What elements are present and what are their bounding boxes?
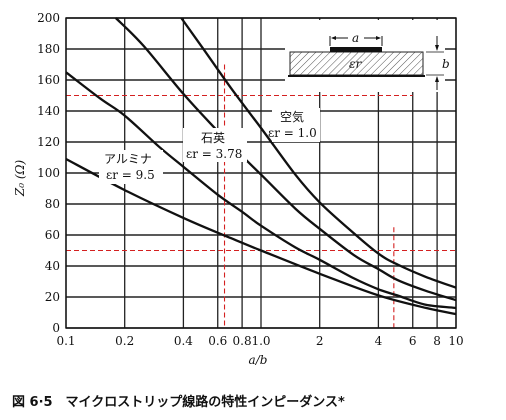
y-tick-label-20: 20 — [45, 290, 60, 304]
figure-caption: 図 6·5 マイクロストリップ線路の特性インピーダンス* — [12, 394, 345, 410]
inset-er-label: εr — [349, 57, 362, 71]
microstrip-inset: εr a b — [285, 20, 450, 92]
inset-dimension-b: b — [442, 57, 450, 71]
strip-conductor — [330, 47, 382, 52]
label-alumina: アルミナ εr = 9.5 — [99, 150, 163, 184]
axes — [65, 17, 457, 329]
y-tick-label-140: 140 — [37, 104, 60, 118]
label-alumina-er: εr = 9.5 — [106, 168, 155, 182]
curve-quartz — [114, 17, 457, 302]
y-tick-label-200: 200 — [37, 11, 60, 25]
x-tick-label-3: 0.6 — [208, 334, 227, 348]
x-tick-label-0: 0.1 — [56, 334, 75, 348]
x-tick-label-4: 0.8 — [233, 334, 252, 348]
x-axis-label: a/b — [249, 353, 268, 367]
x-tick-label-5: 1.0 — [251, 334, 270, 348]
label-air-material: 空気 — [280, 109, 304, 124]
y-tick-label-40: 40 — [45, 259, 60, 273]
y-tick-label-60: 60 — [45, 228, 60, 242]
y-tick-label-160: 160 — [37, 73, 60, 87]
label-air: 空気 εr = 1.0 — [268, 108, 320, 142]
x-tick-label-6: 2 — [316, 334, 324, 348]
x-tick-label-2: 0.4 — [174, 334, 193, 348]
y-tick-label-0: 0 — [52, 321, 60, 335]
label-alumina-material: アルミナ — [104, 152, 152, 166]
label-quartz-material: 石英 — [201, 131, 225, 145]
label-air-er: εr = 1.0 — [268, 126, 317, 140]
curve-air — [180, 17, 457, 289]
x-tick-label-1: 0.2 — [115, 334, 134, 348]
x-tick-label-8: 6 — [409, 334, 417, 348]
y-tick-label-180: 180 — [37, 42, 60, 56]
x-tick-label-10: 10 — [448, 334, 463, 348]
label-quartz-er: εr = 3.78 — [186, 147, 242, 161]
label-quartz: 石英 εr = 3.78 — [183, 128, 247, 162]
y-tick-label-120: 120 — [37, 135, 60, 149]
tick-labels: 0 20 40 60 80 100 120 140 160 180 200 0.1 0.2 0.4 0.6 0… — [37, 11, 464, 348]
impedance-curves — [65, 17, 457, 316]
y-tick-label-100: 100 — [37, 166, 60, 180]
curve-lower — [65, 157, 457, 316]
x-tick-label-7: 4 — [375, 334, 383, 348]
curve-alumina — [65, 71, 457, 310]
plot-frame — [65, 17, 457, 329]
inset-dimension-a: a — [352, 31, 359, 45]
y-axis-label: Z₀ (Ω) — [13, 160, 27, 198]
y-tick-label-80: 80 — [45, 197, 60, 211]
x-tick-label-9: 8 — [433, 334, 441, 348]
